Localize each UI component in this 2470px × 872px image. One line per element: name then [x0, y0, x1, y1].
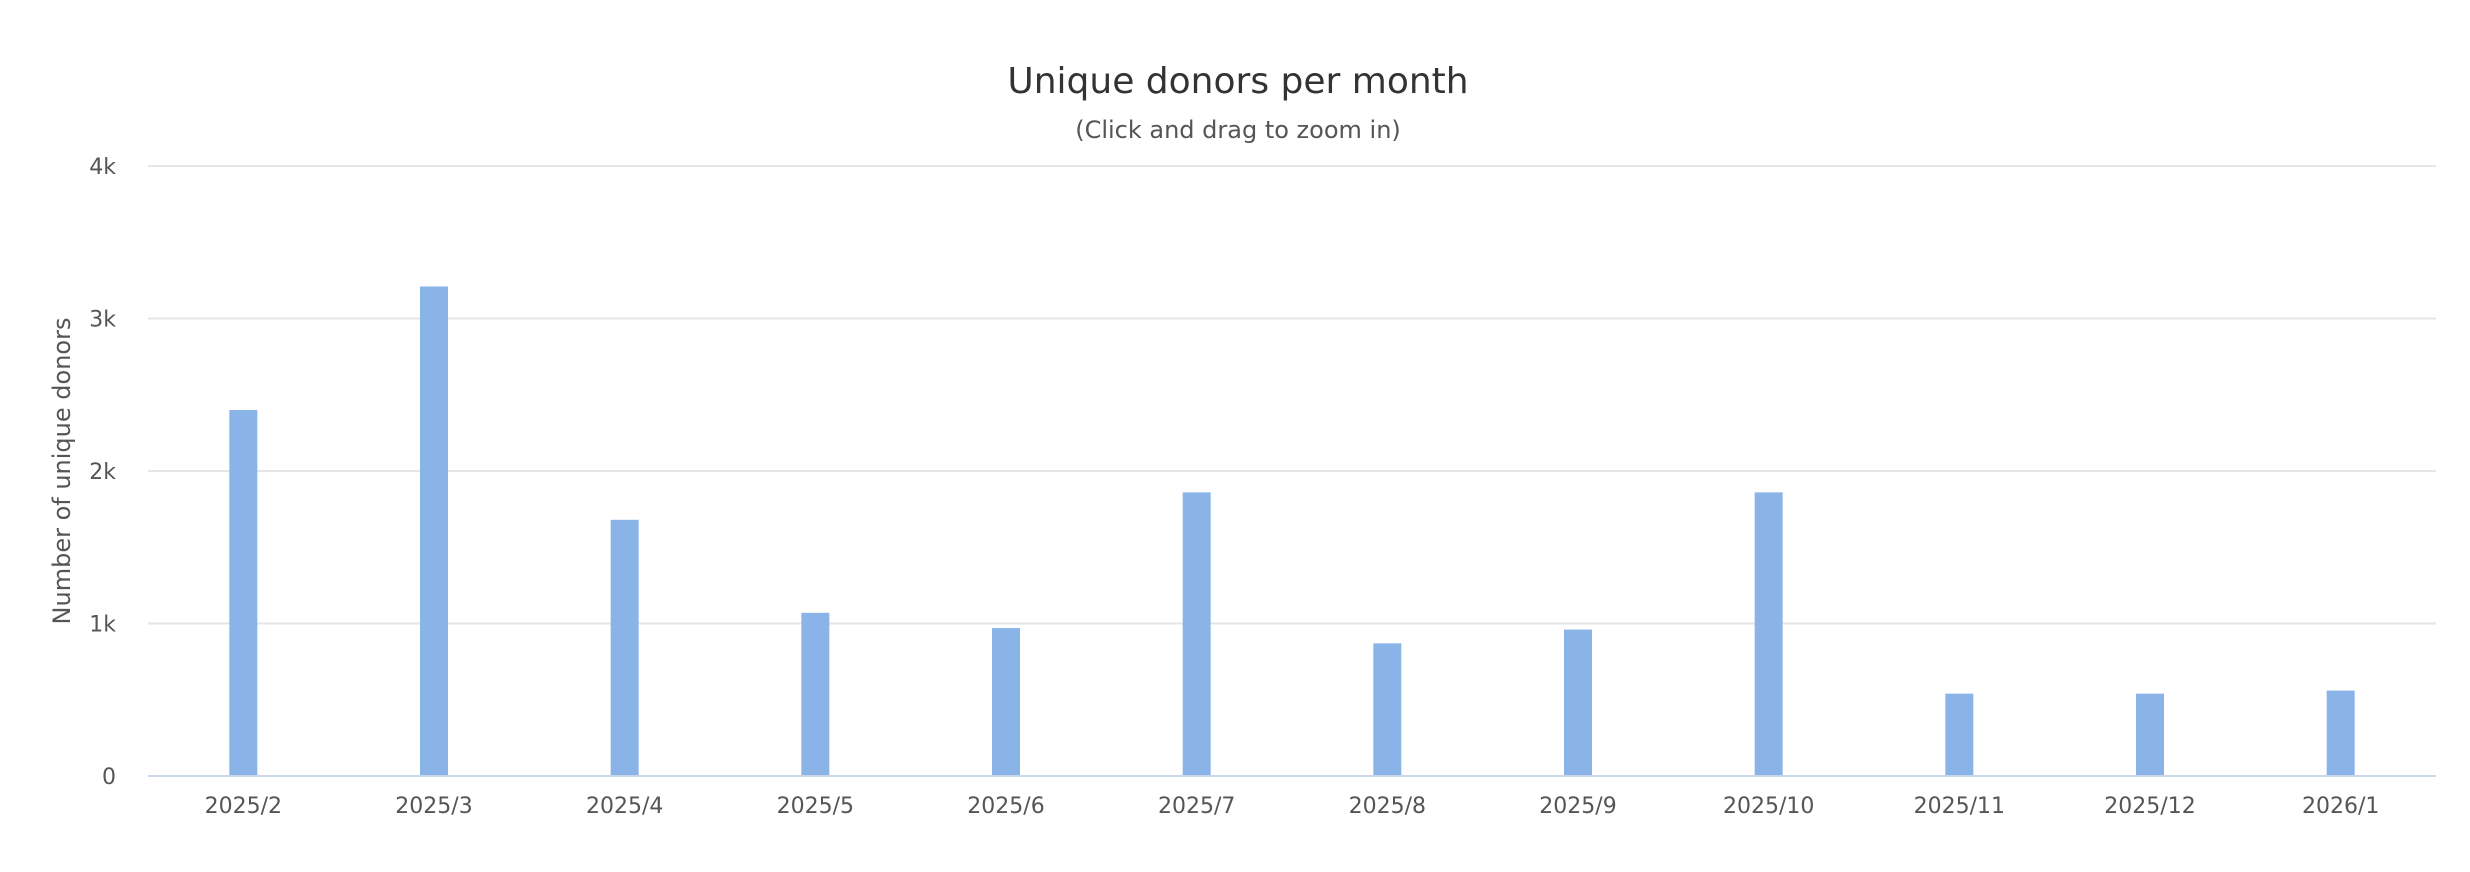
bars	[229, 286, 2355, 776]
bar-2025-3[interactable]	[420, 286, 448, 776]
gridlines	[148, 165, 2436, 625]
bar-2025-11[interactable]	[1945, 693, 1974, 776]
y-tick-label: 0	[102, 765, 116, 790]
x-tick-label: 2025/7	[1158, 794, 1235, 819]
bar-2025-12[interactable]	[2136, 693, 2164, 776]
y-tick-label: 3k	[89, 308, 116, 333]
bar-2026-1[interactable]	[2326, 690, 2355, 776]
bar-2025-2[interactable]	[229, 410, 258, 776]
bar-2025-9[interactable]	[1564, 629, 1592, 776]
bar-2025-6[interactable]	[992, 628, 1020, 776]
x-tick-label: 2025/12	[2104, 794, 2195, 819]
bar-2025-4[interactable]	[610, 519, 639, 776]
x-tick-label: 2025/8	[1349, 794, 1426, 819]
bar-2025-5[interactable]	[801, 612, 830, 776]
bar-2025-7[interactable]	[1182, 492, 1211, 776]
x-axis-ticks: 2025/2 2025/3 2025/4 2025/5 2025/6 2025/7 2025…	[205, 794, 2380, 819]
bar-2025-8[interactable]	[1373, 643, 1402, 776]
bar-2025-10[interactable]	[1754, 492, 1783, 776]
x-tick-label: 2025/2	[205, 794, 282, 819]
x-tick-label: 2025/3	[395, 794, 472, 819]
y-axis-ticks: 0 1k 2k 3k 4k	[89, 155, 116, 790]
x-tick-label: 2025/4	[586, 794, 663, 819]
x-tick-label: 2025/6	[967, 794, 1044, 819]
x-tick-label: 2026/1	[2302, 794, 2379, 819]
x-tick-label: 2025/10	[1723, 794, 1814, 819]
x-tick-label: 2025/5	[777, 794, 854, 819]
y-axis-title: Number of unique donors	[48, 318, 76, 625]
x-tick-label: 2025/9	[1539, 794, 1616, 819]
y-tick-label: 4k	[89, 155, 116, 180]
y-tick-label: 1k	[89, 613, 116, 638]
x-tick-label: 2025/11	[1914, 794, 2005, 819]
y-tick-label: 2k	[89, 460, 116, 485]
chart-title: Unique donors per month	[1007, 61, 1468, 102]
chart-subtitle: (Click and drag to zoom in)	[1075, 116, 1401, 144]
